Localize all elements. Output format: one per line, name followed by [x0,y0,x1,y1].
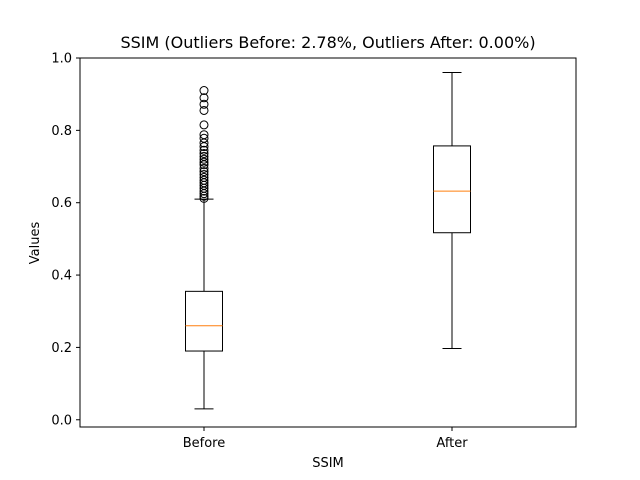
y-axis-ticks: 0.0 0.2 0.4 0.6 0.8 1.0 [51,52,80,428]
chart-title: SSIM (Outliers Before: 2.78%, Outliers A… [120,33,535,52]
box-iqr [185,290,223,352]
outlier-point [199,151,209,161]
outlier-point [199,175,209,185]
box-series [185,71,471,410]
outlier-point [199,193,209,203]
outlier-point [199,145,209,155]
outlier-point [199,105,209,115]
x-axis-label: SSIM [312,456,344,471]
outlier-point [199,157,209,167]
y-tick-label: 1.0 [51,52,72,67]
outlier-point [199,163,209,173]
box-iqr [433,145,471,234]
y-tick-label: 0.2 [51,341,72,356]
outlier-point [199,133,209,143]
plot-area-frame [79,57,577,428]
outlier-point [199,93,209,103]
box-group-before [185,86,223,410]
y-axis-label: Values [28,222,43,265]
y-tick-label: 0.6 [51,196,72,211]
box-group-after [433,71,471,349]
x-tick-label: After [436,436,468,451]
outlier-point [199,167,209,177]
outlier-point [199,99,209,109]
x-tick-label: Before [183,436,226,451]
outlier-point [199,169,209,179]
y-tick-label: 0.0 [51,413,72,428]
y-tick-label: 0.8 [51,124,72,139]
outlier-point [199,172,209,182]
x-axis-ticks: Before After [183,427,468,451]
outlier-point [199,154,209,164]
outlier-point [199,120,209,130]
outlier-point [199,86,209,96]
outlier-point [199,149,209,159]
outlier-point [199,130,209,140]
y-tick-label: 0.4 [51,269,72,284]
